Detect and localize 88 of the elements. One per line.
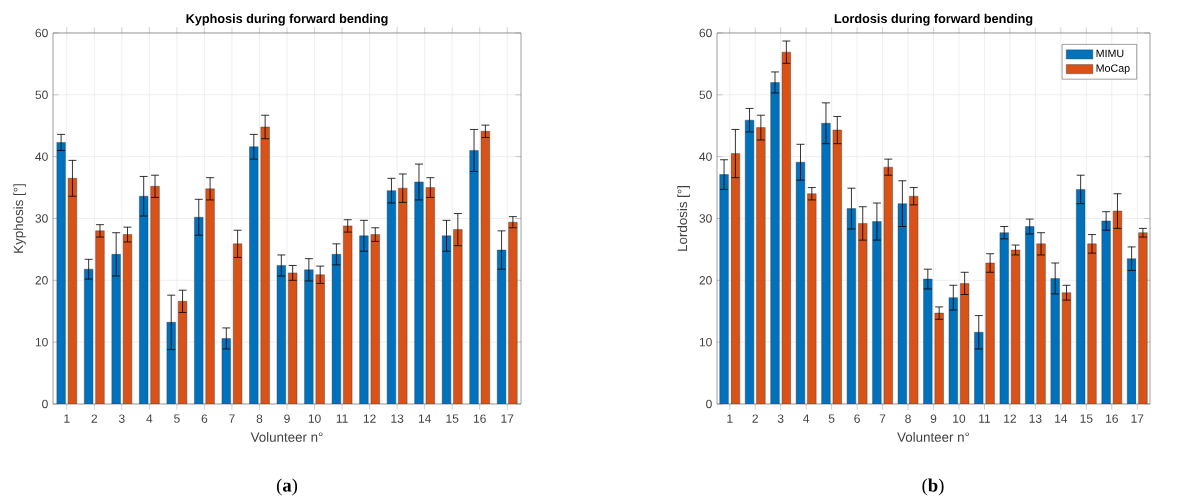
x-tick-label: 1 [64,414,70,423]
bar [178,301,188,404]
x-tick-label: 8 [905,414,911,423]
legend-label: MIMU [1096,49,1124,58]
y-tick-label: 20 [699,276,712,285]
y-tick-label: 60 [35,28,48,38]
bar [858,223,868,404]
bar [1138,232,1148,404]
bar [1127,258,1137,404]
bar [1011,249,1021,404]
x-tick-label: 3 [118,414,125,423]
legend-label: MoCap [1096,64,1130,75]
x-tick-label: 6 [854,414,860,423]
y-axis-title: Kyphosis [°] [13,184,26,253]
bar [846,208,856,404]
x-axis-title: Volunteer n° [897,432,970,442]
x-tick-label: 9 [930,414,937,423]
y-tick-label: 30 [35,214,48,223]
x-tick-label: 4 [146,414,153,423]
bar [233,243,243,404]
bar [795,162,806,404]
x-tick-label: 3 [777,414,784,423]
x-tick-label: 4 [803,414,810,423]
y-axis-title: Lordosis [°] [677,186,690,251]
x-tick-label: 10 [953,414,966,423]
y-tick-label: 20 [35,276,48,285]
bar [122,234,133,404]
bar [948,297,958,404]
x-tick-label: 7 [229,414,235,423]
x-tick-label: 5 [174,414,180,423]
x-tick-label: 10 [308,414,321,423]
bar [386,190,396,404]
bar [719,174,729,404]
text: (a) [276,478,298,496]
bar [897,203,907,404]
y-tick-label: 40 [699,152,712,161]
bar [221,338,231,404]
y-tick-label: 0 [706,399,712,409]
x-tick-label: 15 [446,414,459,423]
bar [343,225,353,404]
bar [441,235,452,404]
bar [166,322,176,404]
x-tick-label: 5 [828,414,835,423]
y-tick-label: 30 [699,214,712,223]
bar [398,187,408,404]
bar [453,229,463,404]
bar [276,265,286,404]
x-tick-label: 1 [727,414,733,423]
x-tick-label: 9 [284,414,290,423]
x-tick-label: 6 [201,414,208,423]
x-tick-label: 11 [979,414,991,423]
x-tick-label: 14 [418,414,431,423]
x-tick-label: 14 [1055,414,1068,423]
x-axis-title: Volunteer n° [250,432,323,442]
x-tick-label: 7 [879,414,886,423]
bar [111,254,121,404]
y-tick-label: 60 [699,28,712,38]
x-tick-label: 16 [473,414,486,423]
x-tick-label: 17 [1131,414,1144,423]
bar [331,254,341,404]
x-tick-label: 2 [91,414,98,423]
chart-title: Kyphosis during forward bending [186,13,388,26]
chart-title: Lordosis during forward bending [834,13,1033,26]
y-tick-label: 40 [35,152,48,161]
x-tick-label: 13 [391,414,404,423]
bar [288,272,298,404]
x-tick-label: 8 [256,414,263,423]
text: (b) [922,478,944,496]
y-tick-label: 10 [35,337,48,347]
y-tick-label: 0 [42,399,48,409]
x-tick-label: 16 [1106,414,1118,423]
y-tick-label: 50 [699,90,712,100]
y-tick-label: 10 [699,337,712,347]
x-tick-label: 13 [1029,414,1042,423]
x-tick-label: 17 [501,414,514,423]
x-tick-label: 2 [752,414,758,423]
bar [960,283,970,404]
bar [1061,292,1072,404]
y-tick-label: 50 [35,90,48,100]
x-tick-label: 11 [336,414,348,423]
bar [730,153,740,404]
bar [807,193,817,404]
x-tick-label: 15 [1080,414,1093,423]
bar [909,196,919,404]
x-tick-label: 12 [1004,414,1016,423]
bar [999,232,1009,404]
x-tick-label: 12 [363,414,376,423]
bar [1050,278,1060,404]
